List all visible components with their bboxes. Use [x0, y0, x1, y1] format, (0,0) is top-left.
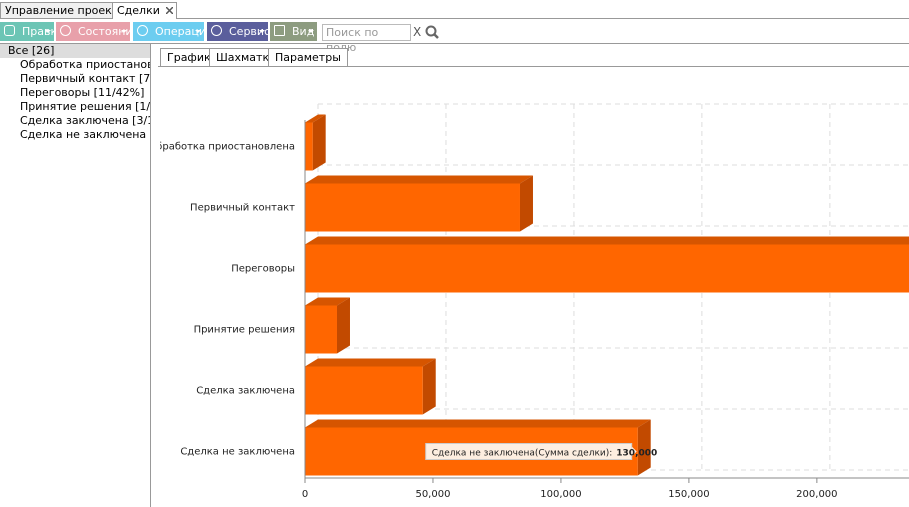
bar-side — [519, 175, 533, 232]
tree-item[interactable]: Переговоры [11/42%] — [20, 86, 145, 99]
bar-top — [305, 236, 909, 245]
search-clear[interactable]: X — [413, 25, 422, 39]
bar-side — [422, 358, 436, 415]
toolbar-button[interactable]: Вид — [270, 22, 317, 41]
button-label: Вид — [292, 25, 315, 38]
bar — [305, 122, 313, 171]
bar — [305, 305, 337, 354]
x-tick-label: 150,000 — [668, 489, 709, 500]
category-label: Принятие решения — [194, 325, 295, 336]
tab-close[interactable] — [165, 7, 173, 14]
search-input[interactable]: Поиск по полю — [322, 24, 411, 54]
x-tick-label: 200,000 — [796, 489, 837, 500]
x-tick-label: 100,000 — [540, 489, 581, 500]
tab-active[interactable]: Сделки — [112, 2, 177, 19]
bar-side — [312, 114, 326, 171]
button-label: Правка — [22, 25, 64, 38]
bar-top — [305, 175, 533, 184]
tree-item[interactable]: Обработка приостановлена [2 — [20, 58, 150, 71]
tree-item[interactable]: Сделка не заключена [2/8%] — [20, 128, 150, 141]
button-label: Операции — [155, 25, 214, 38]
x-tick-label: 50,000 — [415, 489, 450, 500]
chart: 0 50,000 100,000 150,000 200,000 Обработка пр… — [160, 103, 909, 500]
tree-root[interactable]: Все [26] — [0, 44, 150, 58]
toolbar-button[interactable]: Правка — [0, 22, 64, 41]
button-label: Сервис — [229, 25, 271, 38]
button-label: Состояние — [78, 25, 140, 38]
tree-item[interactable]: Принятие решения [1/4%] — [20, 100, 150, 113]
bar — [305, 244, 909, 293]
tree-item[interactable]: Сделка заключена [3/12%] — [20, 114, 150, 127]
category-label: Сделка заключена — [196, 386, 295, 397]
plot — [305, 103, 909, 476]
bar-top — [305, 419, 651, 428]
bar-top — [305, 297, 350, 306]
tab-strip-line — [0, 18, 909, 19]
tooltip-label: Сделка не заключена(Сумма сделки): — [432, 448, 613, 458]
bar — [305, 366, 423, 415]
bar — [305, 183, 520, 232]
bar-side — [637, 419, 651, 476]
tree: Все [26] Обработка приостановлена [2Перв… — [0, 44, 150, 142]
tree-item[interactable]: Первичный контакт [7/27%] — [20, 72, 150, 85]
tooltip-arrow — [631, 446, 637, 457]
tooltip: Сделка не заключена(Сумма сделки): 130,00… — [432, 448, 658, 458]
tab[interactable]: Управление проектами — [0, 2, 146, 18]
category-label: Сделка не заключена — [180, 447, 295, 458]
category-label: Первичный контакт — [190, 203, 295, 214]
toolbar-line — [0, 43, 909, 44]
x-tick-label: 0 — [302, 489, 308, 500]
chart-tab[interactable]: Шахматка — [209, 48, 283, 67]
chart-tab[interactable]: Параметры — [268, 48, 348, 67]
splitter — [150, 44, 151, 507]
tooltip-value: 130,000 — [616, 448, 657, 458]
search-icon[interactable] — [425, 25, 439, 39]
tab-label: Сделки — [117, 4, 160, 17]
category-label: Обработка приостановлена — [160, 142, 295, 153]
bar-top — [305, 114, 326, 123]
category-label: Переговоры — [231, 264, 295, 275]
chart-tab-line — [158, 66, 909, 67]
toolbar-button[interactable]: Сервис — [207, 22, 271, 41]
toolbar-button[interactable]: Состояние — [56, 22, 139, 41]
toolbar-button[interactable]: Операции — [133, 22, 213, 41]
bar-side — [336, 297, 350, 354]
bar-top — [305, 358, 436, 367]
